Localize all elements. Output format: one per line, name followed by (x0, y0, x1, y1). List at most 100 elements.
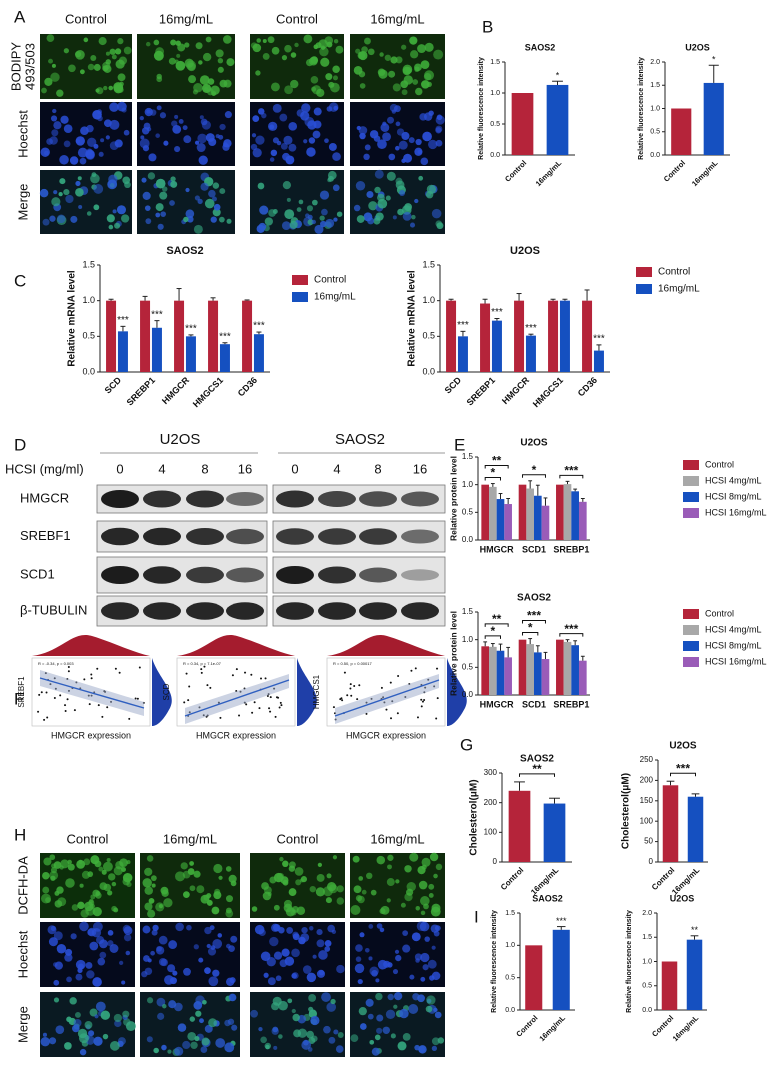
cell (267, 36, 275, 44)
cell (333, 38, 339, 44)
y-tick-label: 0.0 (462, 535, 474, 544)
cell (212, 208, 221, 217)
row-label: Hoechst (15, 110, 30, 158)
band (186, 528, 224, 545)
legend-swatch (292, 292, 308, 302)
cell (312, 130, 321, 139)
cell (401, 89, 408, 96)
cell (368, 201, 378, 211)
cell (281, 948, 290, 957)
bar (489, 646, 497, 695)
cell (123, 1018, 131, 1026)
cell (144, 867, 153, 876)
y-tick-label: 1.5 (82, 259, 95, 269)
cell (202, 52, 212, 62)
panel-letter: G (460, 735, 473, 754)
annotation: ** (492, 454, 502, 468)
cell (195, 42, 203, 50)
cell (193, 224, 203, 234)
cell (153, 1047, 159, 1054)
cell (359, 932, 365, 938)
x-tick-label: 16mg/mL (537, 1013, 567, 1043)
cell (144, 902, 153, 911)
annotation: *** (457, 320, 469, 331)
cell (204, 926, 212, 935)
y-tick-label: 0 (649, 857, 654, 866)
cell (332, 152, 341, 161)
bar (480, 303, 491, 372)
cell (433, 930, 440, 937)
cell (272, 137, 279, 144)
cell (276, 872, 285, 881)
bar (526, 488, 534, 540)
cell (59, 155, 69, 165)
cell (79, 921, 89, 932)
y-tick-label: 2.0 (642, 910, 652, 917)
bar (578, 501, 587, 540)
cell (392, 83, 401, 92)
bar (703, 82, 724, 155)
cell (139, 115, 144, 121)
cell (212, 182, 220, 189)
dot (244, 671, 247, 674)
bar (446, 300, 457, 372)
cell (113, 82, 124, 93)
cell (364, 144, 371, 151)
cell (148, 897, 155, 904)
cell (406, 881, 416, 892)
cell (117, 73, 126, 82)
bar (151, 327, 162, 372)
cell (145, 218, 152, 225)
cell (287, 998, 293, 1004)
cell (387, 993, 394, 1001)
lane-label: 8 (374, 461, 381, 476)
legend-label: Control (705, 608, 734, 618)
cell (397, 1041, 407, 1051)
y-label: Relative fluorescence intensity (626, 910, 633, 1013)
dot (245, 703, 248, 706)
column-header: 16mg/mL (370, 831, 424, 846)
cell (50, 925, 56, 932)
dot (138, 666, 141, 669)
cell (402, 930, 409, 937)
cell (170, 39, 177, 46)
cell (53, 121, 62, 130)
cell (199, 75, 210, 85)
cell (109, 1040, 120, 1051)
cell (59, 865, 64, 870)
bar (511, 93, 534, 155)
cell (415, 906, 421, 911)
cell (89, 941, 99, 951)
legend-swatch (636, 284, 652, 294)
cell (308, 1006, 314, 1012)
cell (109, 119, 120, 130)
cell (298, 199, 304, 205)
bracket (484, 465, 509, 469)
cell (387, 864, 392, 870)
cell (43, 857, 52, 866)
panel-letter: A (14, 7, 26, 26)
legend-swatch (292, 275, 308, 285)
cell (169, 977, 177, 985)
cell (395, 145, 400, 151)
cell (75, 139, 81, 144)
dot (73, 709, 76, 712)
dot (436, 697, 439, 700)
x-label: HMGCR expression (51, 730, 131, 740)
dot (38, 693, 41, 696)
annotation: *** (491, 307, 503, 318)
cell (69, 997, 77, 1005)
cell (146, 855, 154, 862)
cell (382, 132, 391, 142)
cell (262, 52, 270, 60)
y-label: HMGCS1 (312, 674, 321, 709)
cell (290, 52, 297, 58)
y-tick-label: 0.5 (642, 983, 652, 990)
cell (411, 214, 416, 220)
cell (87, 928, 95, 936)
cell (370, 889, 377, 896)
cell (78, 205, 83, 210)
cell (142, 925, 151, 934)
cell (264, 217, 273, 226)
